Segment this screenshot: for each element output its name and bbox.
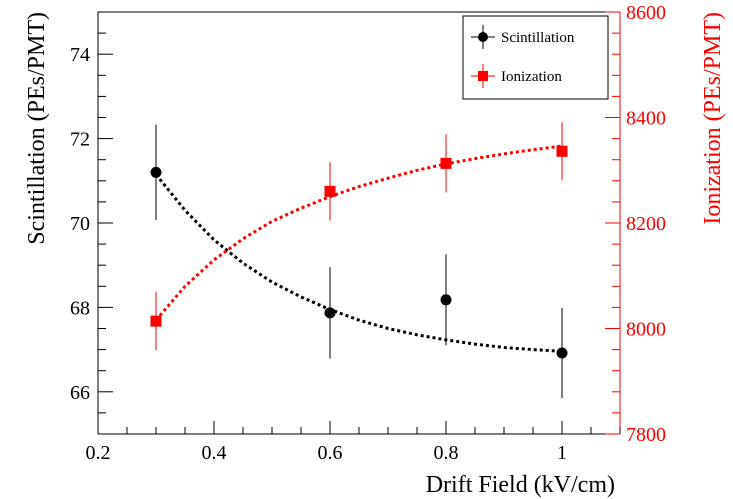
ionization-point (440, 157, 452, 169)
scintillation-point (150, 166, 162, 178)
scintillation-point (324, 307, 336, 319)
ionization-point (150, 315, 162, 327)
scintillation-point (556, 347, 568, 359)
x-axis-title: Drift Field (kV/cm) (426, 472, 615, 498)
legend-box (462, 15, 609, 100)
left-y-tick-label: 74 (70, 44, 90, 66)
x-tick-label: 0.4 (202, 442, 227, 464)
left-y-axis-title: Scintillation (PEs/PMT) (24, 12, 50, 245)
scintillation-point (440, 294, 452, 306)
left-y-tick-label: 66 (70, 382, 90, 404)
legend-scintillation-marker (478, 32, 488, 42)
ionization-point (324, 185, 336, 197)
ionization-point (556, 145, 568, 157)
left-y-tick-label: 68 (70, 297, 90, 319)
legend-scintillation-label: Scintillation (501, 30, 575, 46)
right-y-tick-label: 7800 (626, 424, 666, 446)
legend: Scintillation Ionization (462, 15, 609, 100)
right-y-tick-label: 8400 (626, 108, 666, 130)
x-tick-label: 1 (557, 442, 567, 464)
right-y-tick-label: 8600 (626, 2, 666, 24)
x-tick-label: 0.2 (86, 442, 111, 464)
x-tick-label: 0.8 (434, 442, 459, 464)
right-y-tick-label: 8000 (626, 319, 666, 341)
legend-ionization-label: Ionization (501, 69, 562, 85)
ionization-fit-curve (154, 144, 563, 322)
legend-ionization-marker (478, 71, 488, 81)
left-y-tick-label: 72 (70, 129, 90, 151)
left-y-tick-label: 70 (70, 213, 90, 235)
right-y-axis-title: Ionization (PEs/PMT) (700, 12, 726, 225)
x-tick-label: 0.6 (318, 442, 343, 464)
right-y-tick-label: 8200 (626, 213, 666, 235)
scintillation-fit-curve (154, 173, 563, 353)
